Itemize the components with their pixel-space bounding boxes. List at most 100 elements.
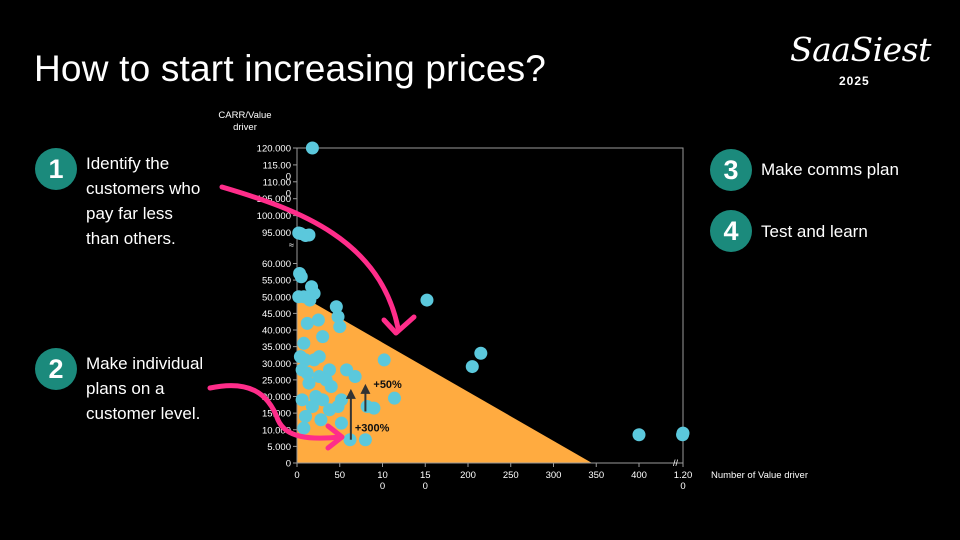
y-tick-label: 10.000 <box>262 425 291 436</box>
data-point <box>305 399 319 413</box>
x-tick-label: 300 <box>546 470 562 481</box>
data-point <box>377 353 391 367</box>
increase-arrow-head <box>345 388 356 399</box>
x-tick-label: 15 <box>420 470 431 481</box>
slide-title: How to start increasing prices? <box>34 48 547 89</box>
x-axis-break: // <box>673 458 679 468</box>
y-tick-label: 35.000 <box>262 342 291 353</box>
y-tick-label: 100.000 <box>257 211 291 222</box>
y-tick-label: 105.000 <box>257 194 291 205</box>
data-point <box>314 413 328 427</box>
increase-label: +50% <box>373 379 402 391</box>
increase-arrow-head <box>360 383 371 394</box>
data-point <box>333 320 347 334</box>
y-tick-label: 45.000 <box>262 309 291 320</box>
step-4-line: Test and learn <box>761 222 868 241</box>
data-point <box>348 370 362 384</box>
y-tick-label: 95.000 <box>262 228 291 239</box>
x-tick-label: 0 <box>680 481 685 492</box>
data-point <box>305 141 319 155</box>
increase-label: +300% <box>355 423 390 435</box>
step-4-text: Test and learn <box>761 219 868 244</box>
y-tick-label: 50.000 <box>262 292 291 303</box>
x-tick-label: 350 <box>588 470 604 481</box>
x-tick-label: 10 <box>377 470 388 481</box>
y-tick-label: 40.000 <box>262 326 291 337</box>
step-2-line: customer level. <box>86 404 201 423</box>
plot-frame <box>296 147 684 464</box>
y-tick-label: 115.00 <box>263 160 291 171</box>
step-1-badge: 1 <box>35 148 77 190</box>
y-axis-break: ≈ <box>289 240 294 250</box>
x-tick-label: 200 <box>460 470 476 481</box>
data-point <box>311 313 325 327</box>
data-point <box>334 416 348 430</box>
data-point <box>316 393 330 407</box>
data-point <box>303 293 317 307</box>
data-point <box>331 310 345 324</box>
data-point <box>302 228 316 242</box>
step-2-line: Make individual <box>86 354 204 373</box>
target-price-area <box>297 293 592 463</box>
y-tick-label: 60.000 <box>262 259 291 270</box>
y-axis-label: CARR/Value <box>218 110 271 121</box>
y-tick-label: 30.000 <box>262 359 291 370</box>
logo-wordmark: SaaSiest <box>790 30 931 69</box>
data-point <box>294 270 308 284</box>
data-point <box>329 300 343 314</box>
data-point <box>465 360 479 374</box>
annotation-arrowhead-2 <box>325 423 345 451</box>
step-2-badge: 2 <box>35 348 77 390</box>
data-point <box>312 350 326 364</box>
x-tick-label: 0 <box>423 481 428 492</box>
step-3-badge: 3 <box>710 149 752 191</box>
data-point <box>474 346 488 360</box>
y-tick-label: 5.000 <box>267 442 291 453</box>
data-point <box>322 403 336 417</box>
x-axis-label: Number of Value driver <box>711 470 808 481</box>
logo-year: 2025 <box>839 74 870 88</box>
y-tick-label: 25.000 <box>262 375 291 386</box>
y-tick-label: 0 <box>286 171 291 182</box>
data-point <box>676 426 690 440</box>
data-point <box>632 428 646 442</box>
data-point <box>300 366 314 380</box>
x-tick-label: 250 <box>503 470 519 481</box>
y-tick-label: 0 <box>286 188 291 199</box>
y-tick-label: 0 <box>286 459 291 470</box>
step-2-line: plans on a <box>86 379 165 398</box>
step-4-badge: 4 <box>710 210 752 252</box>
y-tick-label: 20.000 <box>262 392 291 403</box>
x-tick-label: 50 <box>334 470 345 481</box>
saasiest-logo: SaaSiest 2025 <box>782 30 931 92</box>
y-tick-label: 120.000 <box>257 144 291 155</box>
data-point <box>299 409 313 423</box>
data-point <box>367 401 381 415</box>
annotation-arrow-1 <box>219 184 401 331</box>
data-point <box>297 336 311 350</box>
data-point <box>324 380 338 394</box>
step-1-line: customers who <box>86 179 201 198</box>
data-point <box>358 433 372 447</box>
annotation-arrowhead-1 <box>381 314 417 336</box>
data-point <box>322 363 336 377</box>
data-point <box>300 316 314 330</box>
data-point <box>295 393 309 407</box>
step-1-text: Identify the customers who pay far less … <box>86 151 200 251</box>
x-tick-label: 400 <box>631 470 647 481</box>
data-point <box>387 391 401 405</box>
data-point <box>302 376 316 390</box>
x-tick-label: 1.20 <box>674 470 693 481</box>
data-point <box>420 293 434 307</box>
step-1-line: Identify the <box>86 154 170 173</box>
step-2-text: Make individual plans on a customer leve… <box>86 351 203 426</box>
y-tick-label: 110.00 <box>263 177 291 188</box>
annotation-arrow-2 <box>207 383 343 441</box>
y-tick-label: 55.000 <box>262 276 291 287</box>
step-1-line: pay far less <box>86 204 173 223</box>
data-point <box>316 330 330 344</box>
x-tick-label: 0 <box>294 470 299 481</box>
data-point <box>297 421 311 435</box>
step-3-line: Make comms plan <box>761 160 899 179</box>
